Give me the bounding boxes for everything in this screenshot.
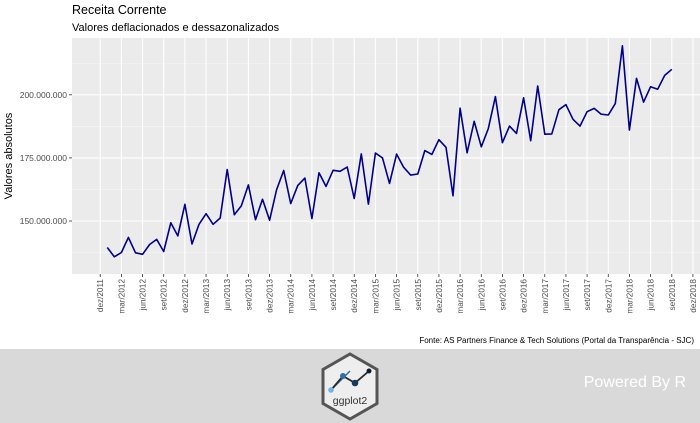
powered-by-text: Powered By R	[583, 374, 686, 391]
x-tick-label: set/2017	[583, 279, 592, 311]
footer-bar: ggplot2 Powered By R	[0, 349, 700, 423]
x-tick-label: mar/2016	[456, 279, 465, 314]
x-tick-label: set/2012	[160, 279, 169, 311]
x-tick-label: mar/2017	[541, 279, 550, 314]
x-tick-label: dez/2014	[350, 279, 359, 313]
y-tick-label: 175.000.000	[20, 153, 68, 163]
y-axis: 150.000.000 175.000.000 200.000.000	[20, 90, 72, 226]
hexagon-icon	[321, 352, 379, 421]
x-tick-label: dez/2015	[435, 279, 444, 313]
x-tick-label: set/2015	[414, 279, 423, 311]
y-axis-label: Valores absolutos	[3, 112, 15, 199]
x-tick-label: mar/2014	[287, 279, 296, 314]
x-tick-label: jun/2015	[393, 279, 402, 312]
ggplot2-logo: ggplot2	[321, 352, 379, 421]
x-tick-label: dez/2011	[96, 279, 105, 313]
line-chart: Receita Corrente Valores deflacionados e…	[3, 3, 700, 345]
x-tick-label: jun/2016	[477, 279, 486, 312]
x-tick-label: jun/2018	[647, 279, 656, 312]
y-tick-label: 150.000.000	[20, 216, 68, 226]
x-tick-label: set/2013	[244, 279, 253, 311]
x-tick-label: set/2018	[668, 279, 677, 311]
x-tick-label: mar/2018	[625, 279, 634, 314]
chart-subtitle: Valores deflacionados e dessazonalizados	[72, 22, 280, 34]
x-tick-label: dez/2018	[689, 279, 698, 313]
x-tick-label: dez/2017	[604, 279, 613, 313]
x-tick-label: dez/2012	[181, 279, 190, 313]
y-tick-label: 200.000.000	[20, 90, 68, 100]
x-tick-label: set/2016	[498, 279, 507, 311]
grid-minor	[72, 62, 700, 253]
chart-title: Receita Corrente	[72, 3, 167, 17]
x-tick-label: jun/2017	[562, 279, 571, 312]
x-tick-label: mar/2012	[117, 279, 126, 314]
series-line	[106, 44, 673, 258]
logo-text: ggplot2	[333, 395, 368, 407]
x-tick-label: dez/2016	[520, 279, 529, 313]
x-tick-label: jun/2013	[223, 279, 232, 312]
x-axis: dez/2011 mar/2012 jun/2012 set/2012 dez/2012…	[96, 274, 698, 314]
x-tick-label: set/2014	[329, 279, 338, 311]
chart-caption: Fonte: AS Partners Finance & Tech Soluti…	[419, 336, 694, 345]
x-tick-label: jun/2014	[308, 279, 317, 312]
x-tick-label: jun/2012	[139, 279, 148, 312]
x-tick-label: mar/2015	[371, 279, 380, 314]
x-tick-label: mar/2013	[202, 279, 211, 314]
x-tick-label: dez/2013	[266, 279, 275, 313]
